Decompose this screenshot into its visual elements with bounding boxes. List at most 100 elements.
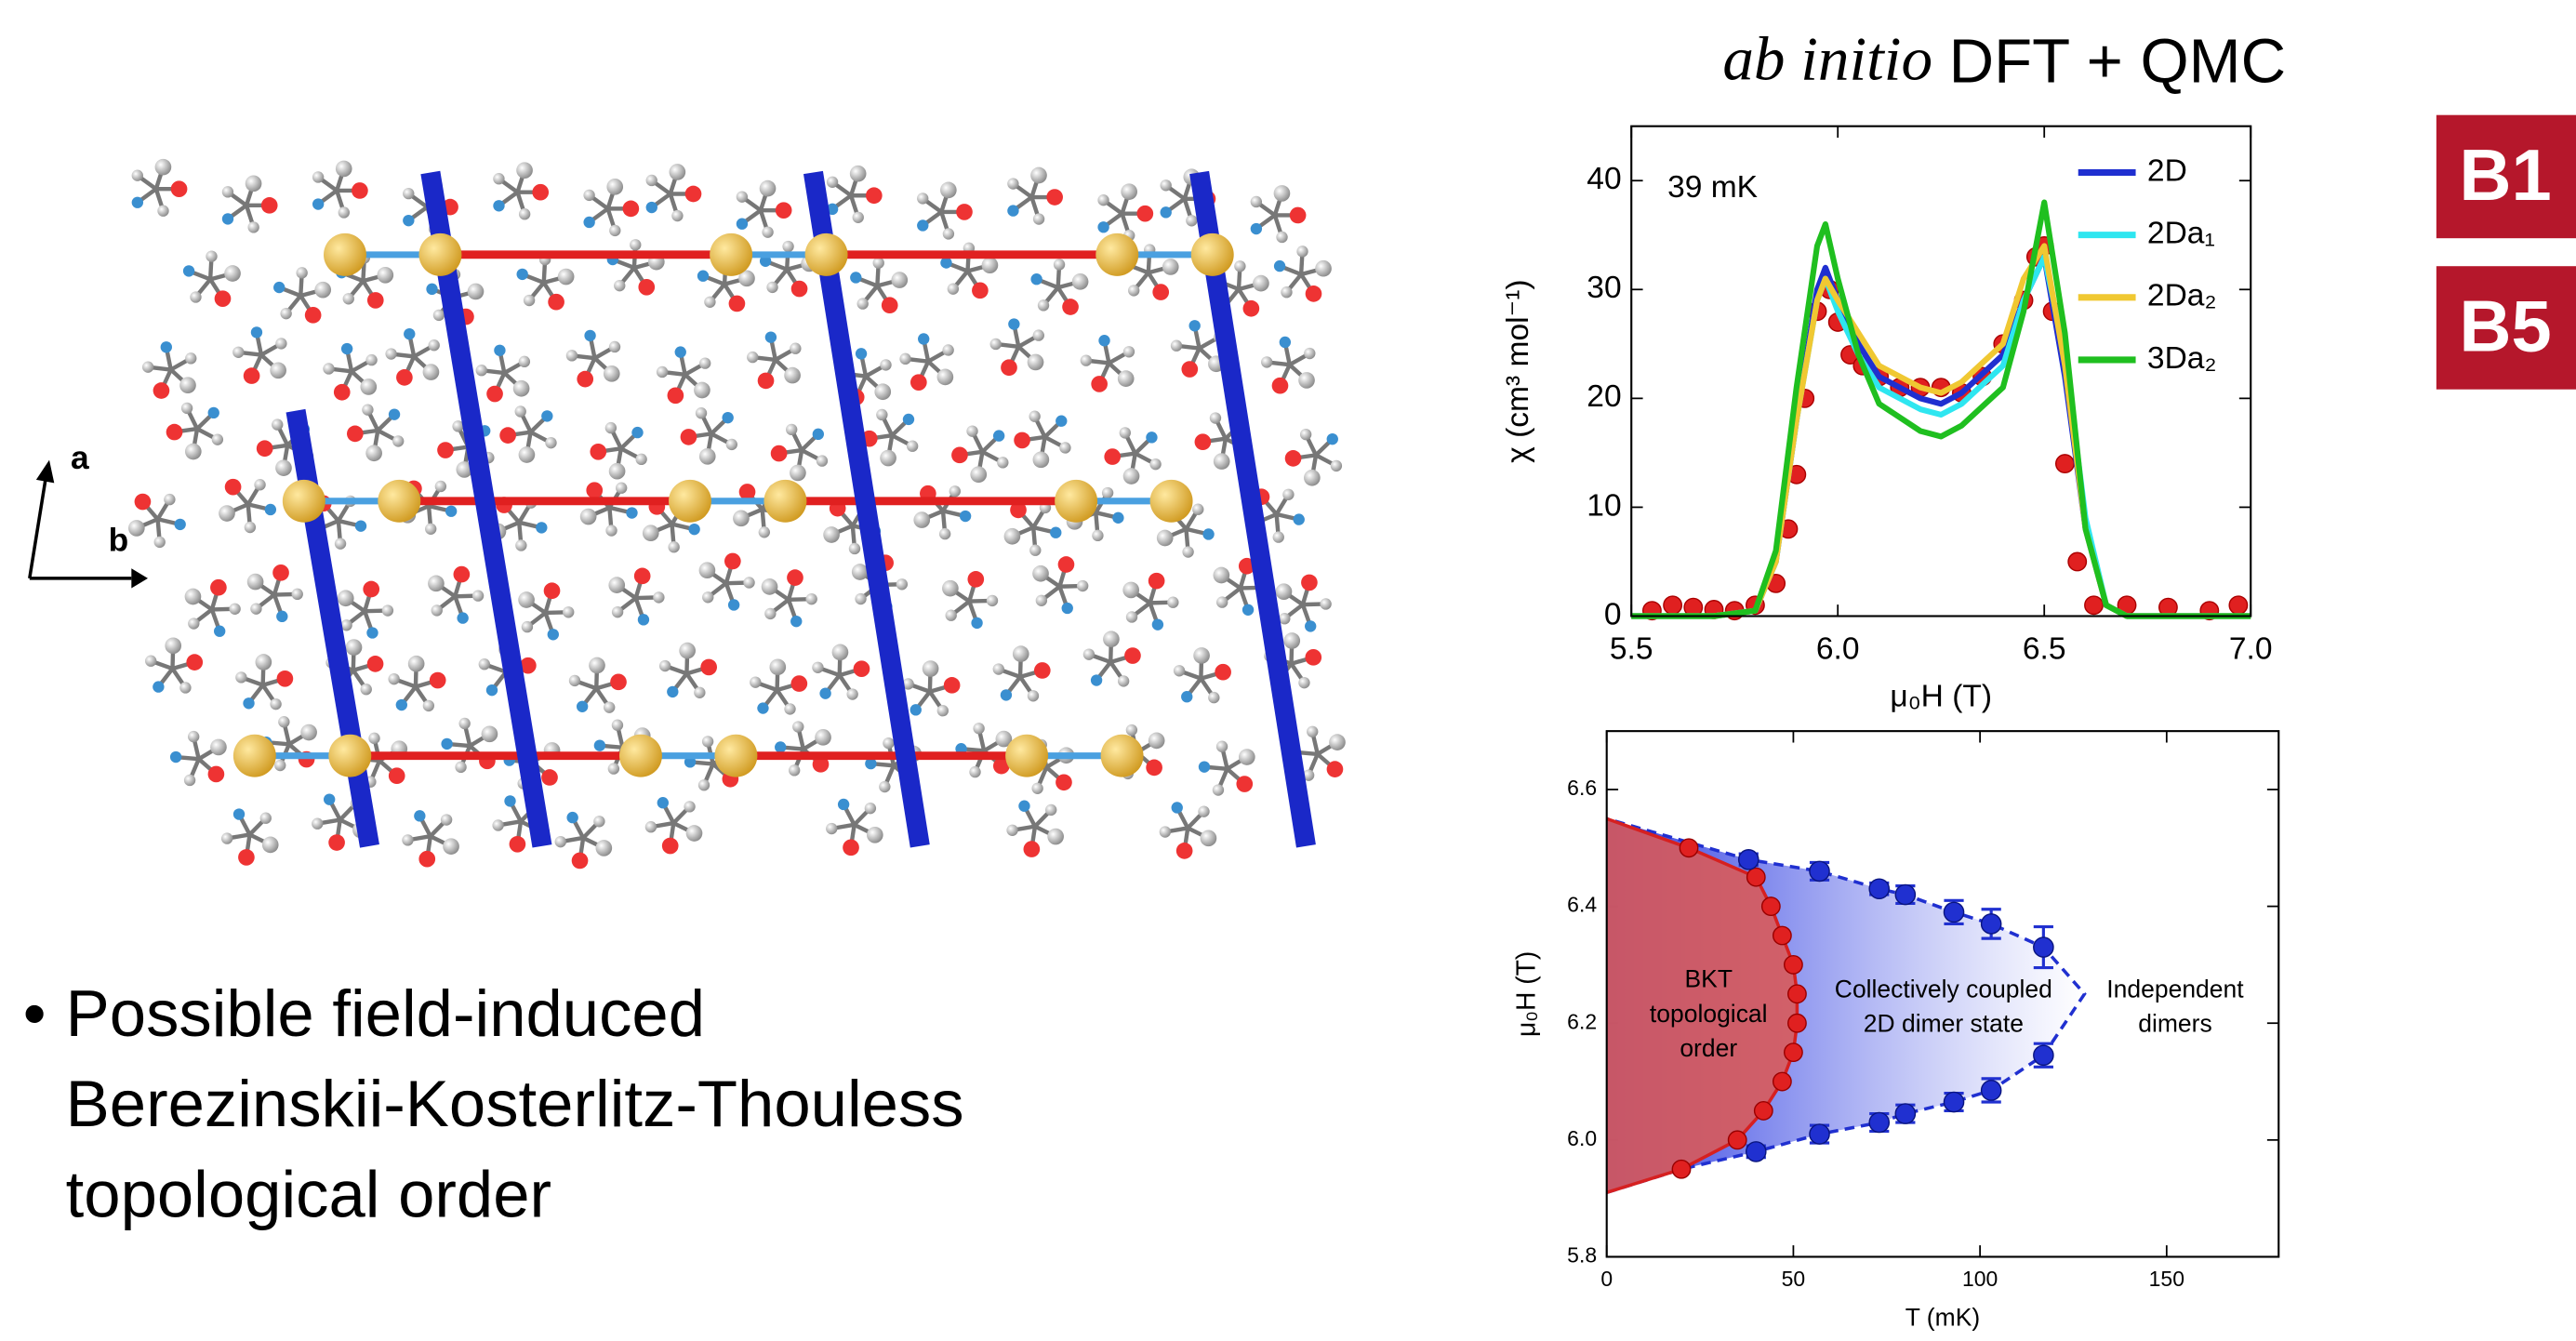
atom (431, 604, 443, 617)
atom (951, 446, 968, 464)
atom (769, 658, 787, 676)
y-tick-label: 30 (1587, 271, 1621, 305)
atom (207, 765, 225, 783)
data-point (1787, 984, 1807, 1004)
atom (967, 571, 985, 588)
atom (360, 684, 372, 696)
atom (432, 309, 445, 322)
atom (244, 521, 257, 534)
atom (942, 228, 955, 240)
atom (224, 478, 242, 496)
atom (1293, 513, 1305, 525)
atom (210, 578, 227, 596)
atom (1202, 528, 1215, 540)
chain (803, 170, 930, 848)
atom (1181, 361, 1199, 378)
atom (131, 169, 143, 181)
data-point (1868, 1111, 1891, 1134)
atom (422, 364, 440, 380)
atom (1159, 826, 1172, 838)
atom (543, 582, 561, 600)
atom (1198, 761, 1211, 773)
atom (221, 213, 234, 225)
atom (826, 822, 838, 835)
atom (563, 606, 575, 618)
data-point (1671, 1159, 1692, 1179)
atom (583, 216, 595, 229)
atom (1057, 556, 1075, 573)
x-tick-label: 7.0 (2229, 631, 2273, 666)
atom (1092, 529, 1104, 542)
atom (1213, 566, 1230, 584)
atom (633, 567, 651, 585)
atom (642, 524, 659, 542)
atom (606, 179, 624, 195)
atom (428, 575, 445, 592)
atom (481, 725, 498, 743)
atom (701, 736, 714, 748)
atom (238, 849, 255, 866)
atom (250, 326, 263, 339)
atom (936, 368, 954, 386)
atom (972, 282, 989, 299)
atom (992, 757, 1010, 775)
atom (221, 186, 234, 198)
metal-atom (1149, 479, 1193, 523)
atom (611, 605, 624, 618)
atom (1192, 503, 1204, 515)
atom (981, 257, 999, 274)
atom (986, 594, 999, 607)
atom (1171, 802, 1183, 814)
data-point (1663, 595, 1683, 616)
atom (1008, 318, 1020, 330)
atom (1250, 222, 1263, 235)
atom (276, 670, 294, 687)
atom (669, 164, 686, 180)
atom (1151, 618, 1164, 631)
atom (1329, 734, 1346, 750)
metal-atom (804, 232, 848, 276)
atom (276, 610, 288, 623)
atom (770, 445, 788, 462)
atom (876, 408, 888, 421)
y-tick-label: 10 (1587, 488, 1621, 523)
atom (312, 198, 325, 210)
atom (626, 507, 638, 519)
atom (256, 440, 273, 458)
axis-arrow (28, 476, 48, 579)
atom (170, 180, 188, 198)
atom (899, 352, 911, 365)
metal-atom (1005, 734, 1049, 777)
phase-region (1606, 818, 1798, 1193)
atom (207, 406, 219, 419)
y-tick-label: 6.6 (1567, 776, 1597, 800)
metal-atom (1055, 479, 1098, 523)
atom (366, 656, 384, 672)
atom (229, 603, 241, 615)
atom (855, 348, 868, 360)
metal-atom (1190, 232, 1234, 276)
atom (667, 685, 679, 698)
atom (1082, 648, 1095, 660)
atom (471, 590, 485, 602)
atom (1097, 194, 1109, 206)
atom (1302, 769, 1315, 781)
atom (429, 671, 446, 689)
atom (784, 366, 801, 384)
atom (947, 283, 960, 295)
atom (881, 297, 898, 314)
atom (255, 654, 272, 670)
atom (1023, 841, 1041, 857)
atom (790, 615, 803, 628)
atom (360, 378, 378, 395)
atom (913, 511, 931, 528)
atom (1304, 469, 1321, 486)
metal-atom (232, 734, 276, 777)
atom (812, 756, 830, 773)
data-point (1772, 1071, 1792, 1092)
atom (1053, 259, 1066, 271)
atom (169, 750, 182, 763)
data-point (1746, 867, 1766, 887)
atom (365, 445, 382, 462)
atom (936, 705, 949, 717)
